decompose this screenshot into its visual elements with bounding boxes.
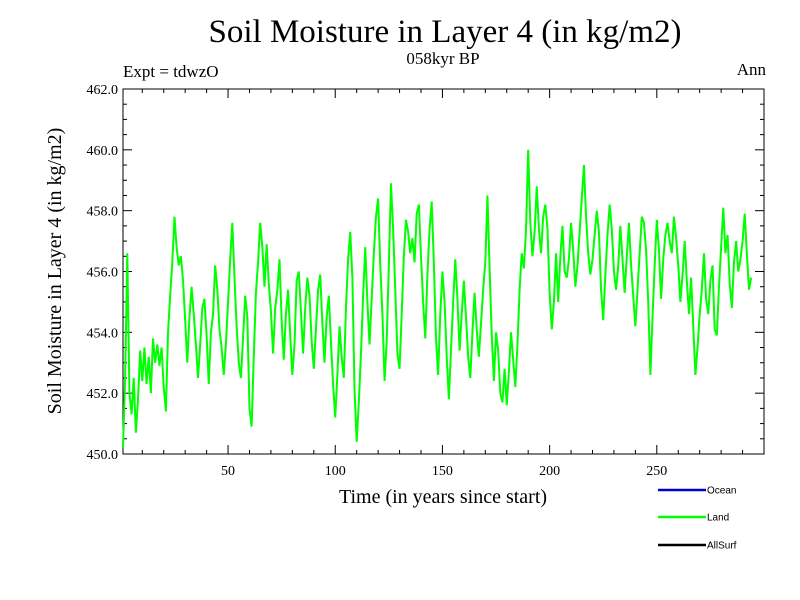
season-label: Ann xyxy=(736,60,766,79)
x-tick-label: 150 xyxy=(432,464,453,479)
y-tick-label: 454.0 xyxy=(87,326,119,341)
y-axis-title: Soil Moisture in Layer 4 (in kg/m2) xyxy=(44,128,66,415)
x-tick-label: 200 xyxy=(539,464,560,479)
y-tick-label: 462.0 xyxy=(87,83,119,98)
chart-title: Soil Moisture in Layer 4 (in kg/m2) xyxy=(208,14,682,50)
y-tick-label: 460.0 xyxy=(87,144,119,159)
y-tick-label: 456.0 xyxy=(87,266,119,281)
tick-labels: 450.0 452.0 454.0 456.0 458.0 460.0 462.0 50 100… xyxy=(87,83,668,479)
x-axis-title: Time (in years since start) xyxy=(339,486,547,508)
chart-subtitle: 058kyr BP xyxy=(406,49,480,68)
x-tick-label: 250 xyxy=(646,464,667,479)
y-tick-label: 452.0 xyxy=(87,387,119,402)
series-line-land xyxy=(122,149,753,448)
y-tick-label: 458.0 xyxy=(87,205,119,220)
legend-label-ocean: Ocean xyxy=(707,486,736,497)
y-tick-label: 450.0 xyxy=(87,448,119,463)
axis-ticks xyxy=(123,88,764,455)
legend: Ocean Land AllSurf xyxy=(658,486,737,552)
x-tick-label: 50 xyxy=(221,464,235,479)
x-tick-label: 100 xyxy=(325,464,346,479)
plot-frame xyxy=(122,88,765,455)
experiment-label: Expt = tdwzO xyxy=(123,62,219,81)
legend-label-land: Land xyxy=(707,513,729,524)
legend-label-allsurf: AllSurf xyxy=(707,541,737,552)
